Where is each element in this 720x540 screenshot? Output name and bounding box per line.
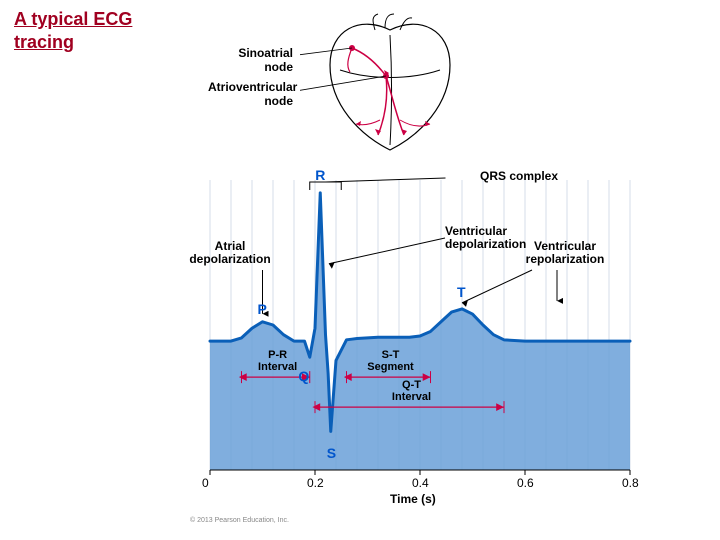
- x-tick: 0.8: [622, 476, 639, 490]
- s-wave-label: S: [327, 445, 336, 461]
- qt-interval-label: Q-T Interval: [382, 379, 442, 403]
- title-line1: A typical ECG: [14, 9, 132, 29]
- x-tick: 0: [202, 476, 209, 490]
- atrial-depol-label: Atrial depolarization: [185, 240, 275, 266]
- title-line2: tracing: [14, 32, 74, 52]
- t-wave-label: T: [457, 284, 466, 300]
- r-wave-label: R: [315, 167, 325, 183]
- qrs-complex-label: QRS complex: [480, 170, 558, 183]
- copyright-text: © 2013 Pearson Education, Inc.: [190, 517, 289, 524]
- vent-repol-label: Ventricular repolarization: [510, 240, 620, 266]
- page-title: A typical ECG tracing: [14, 8, 132, 53]
- x-tick: 0.4: [412, 476, 429, 490]
- x-axis-label: Time (s): [390, 492, 436, 506]
- x-tick: 0.6: [517, 476, 534, 490]
- p-wave-label: P: [258, 301, 267, 317]
- heart-diagram: Sinoatrial node Atrioventricular node: [300, 10, 480, 160]
- x-tick: 0.2: [307, 476, 324, 490]
- heart-svg: [300, 10, 480, 160]
- ecg-chart: QRS complex Atrial depolarization Ventri…: [190, 170, 650, 520]
- pr-interval-label: P-R Interval: [248, 349, 308, 373]
- ecg-svg: [190, 170, 650, 520]
- av-node-label: Atrioventricular node: [208, 80, 293, 108]
- st-segment-label: S-T Segment: [361, 349, 421, 373]
- sa-node-label: Sinoatrial node: [208, 46, 293, 74]
